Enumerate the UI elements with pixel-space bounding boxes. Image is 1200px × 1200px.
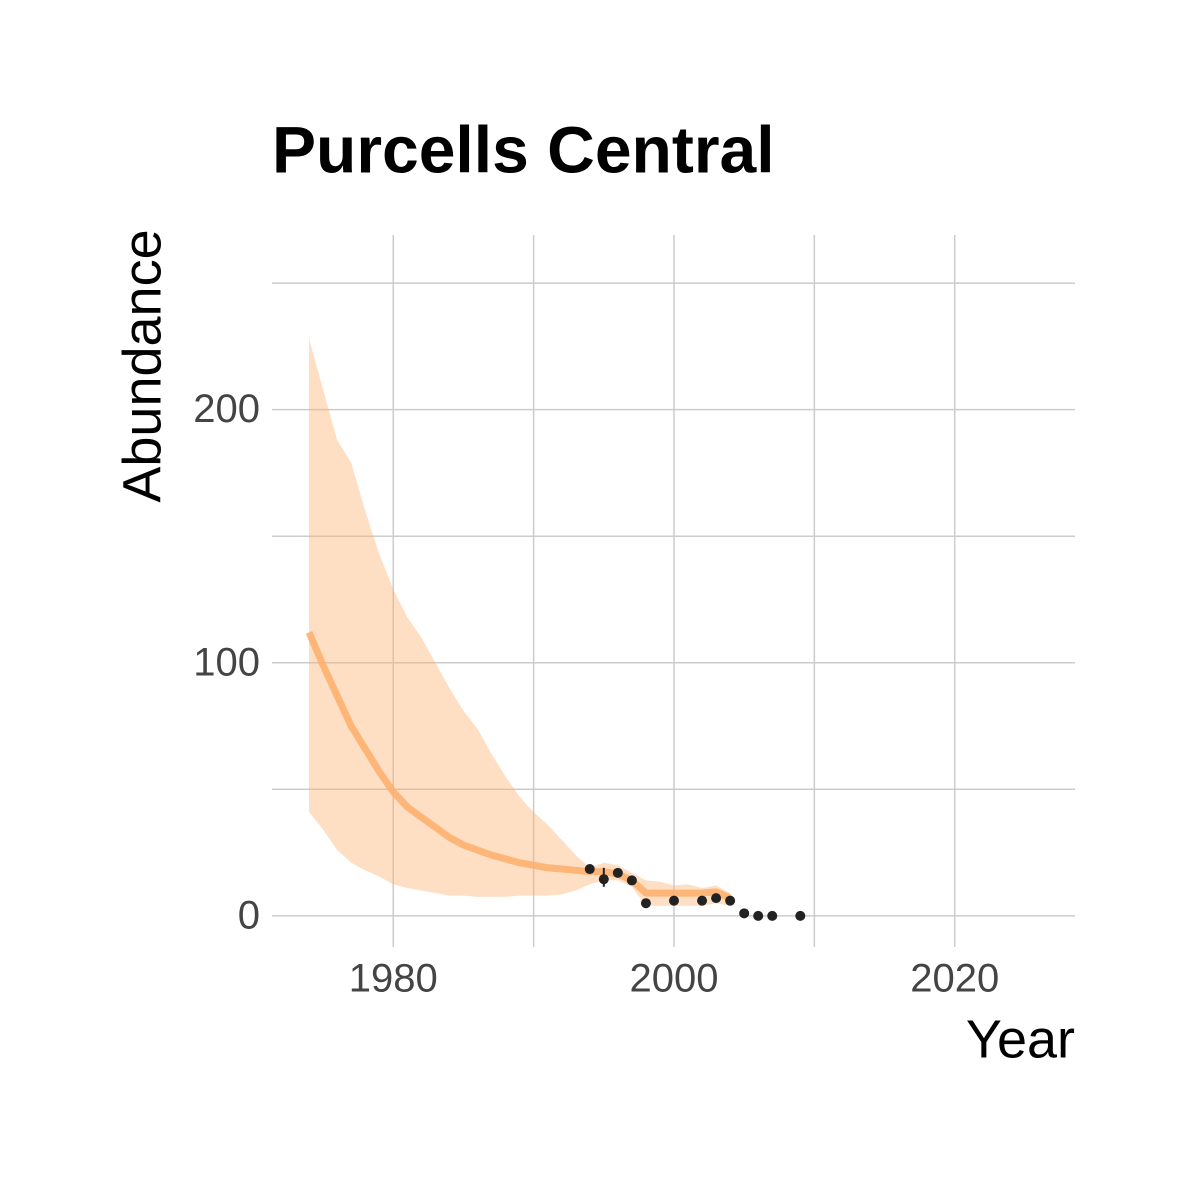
y-axis-title: Abundance [112,229,172,502]
x-axis-title: Year [966,1009,1075,1069]
data-point [626,875,637,886]
data-point [795,910,806,921]
x-tick-label: 2020 [910,957,999,1001]
data-point [584,864,595,875]
data-point [640,898,651,909]
data-point [753,910,764,921]
data-point [711,893,722,904]
data-point [725,895,736,906]
data-point [739,908,750,919]
chart-title: Purcells Central [272,112,775,186]
x-tick-label: 2000 [629,957,718,1001]
data-point [767,910,778,921]
y-tick-label: 200 [193,387,260,431]
x-tick-label: 1980 [349,957,438,1001]
data-point [668,895,679,906]
data-point [598,874,609,885]
y-tick-label: 100 [193,640,260,684]
data-point [612,867,623,878]
data-point [697,895,708,906]
fit-line [305,631,732,902]
y-tick-label: 0 [238,893,260,937]
confidence-ribbon [309,338,731,906]
